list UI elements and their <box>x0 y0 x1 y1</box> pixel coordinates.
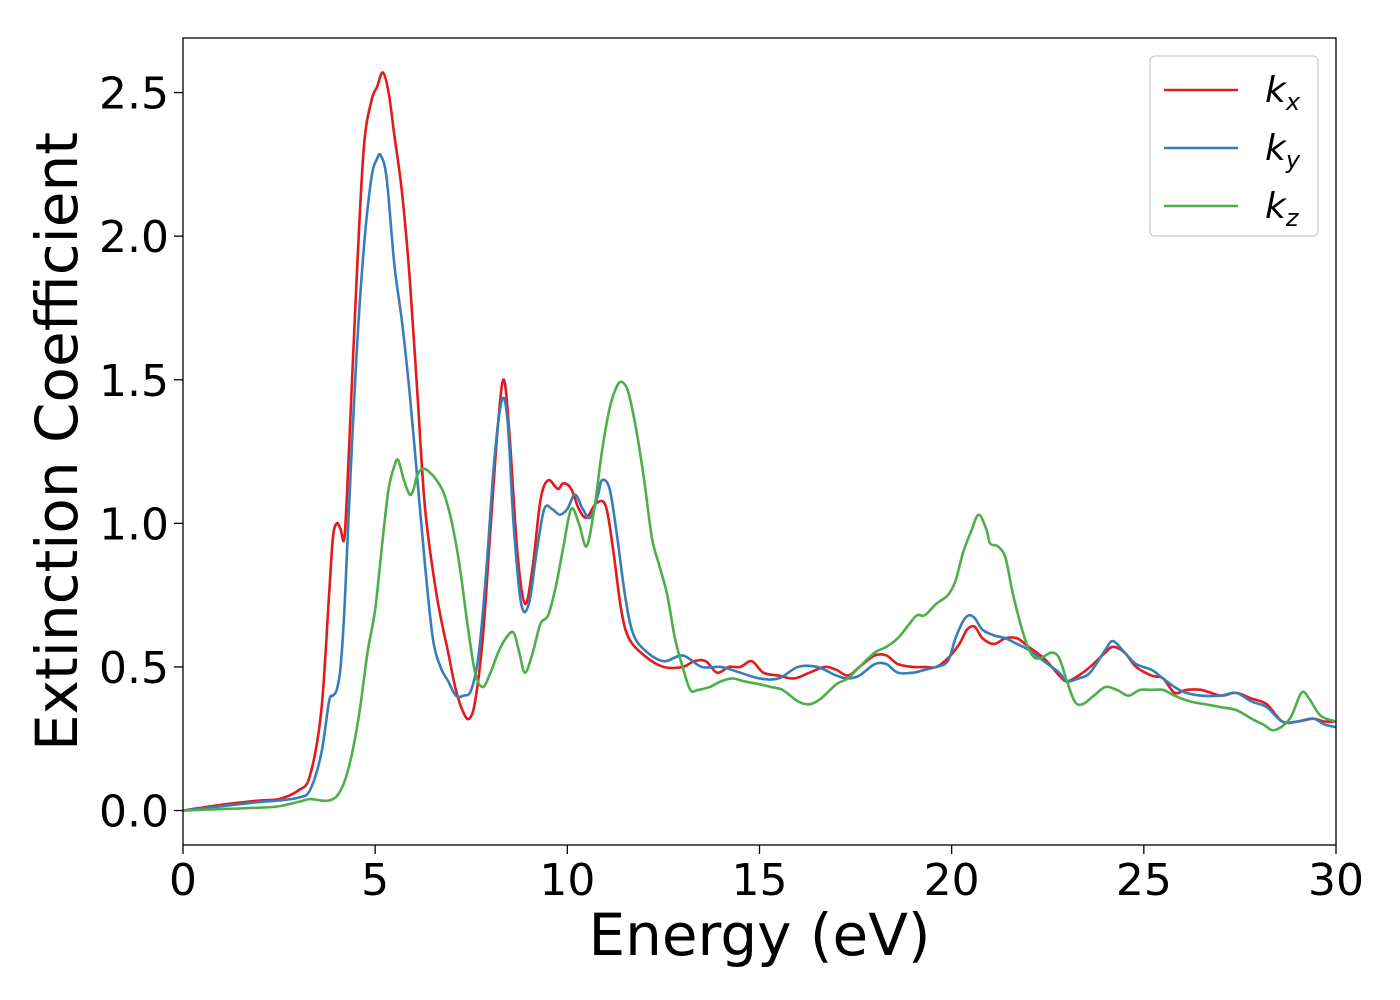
series-layer <box>183 71 1336 812</box>
x-tick-label: 15 <box>732 855 788 906</box>
legend: kx ky kz <box>1149 55 1319 237</box>
legend-label-kx: kx <box>1265 70 1301 116</box>
ticks-layer: 0 5 10 15 20 25 30 0.0 0.5 1.0 1.5 2.0 2.5 <box>99 69 1364 906</box>
y-tick-label: 1.5 <box>99 356 169 407</box>
y-axis-label: Extinction Coefficient <box>23 132 91 751</box>
y-tick-label: 1.0 <box>99 499 169 550</box>
x-tick-label: 5 <box>361 855 389 906</box>
x-tick-label: 10 <box>539 855 595 906</box>
series-line-kx <box>183 71 1336 812</box>
y-tick-label: 0.0 <box>99 787 169 838</box>
legend-label-kz: kz <box>1265 186 1300 232</box>
plot-frame <box>182 37 1337 846</box>
series-line-ky <box>183 152 1336 812</box>
y-tick-label: 0.5 <box>99 643 169 694</box>
y-tick-label: 2.5 <box>99 69 169 120</box>
x-tick-label: 30 <box>1308 855 1364 906</box>
x-axis-label: Energy (eV) <box>588 901 930 969</box>
legend-label-ky: ky <box>1265 128 1301 174</box>
series-line-kz <box>183 380 1336 812</box>
legend-box <box>1149 55 1319 237</box>
x-tick-label: 0 <box>169 855 197 906</box>
x-tick-label: 25 <box>1116 855 1172 906</box>
y-tick-label: 2.0 <box>99 212 169 263</box>
x-tick-label: 20 <box>924 855 980 906</box>
